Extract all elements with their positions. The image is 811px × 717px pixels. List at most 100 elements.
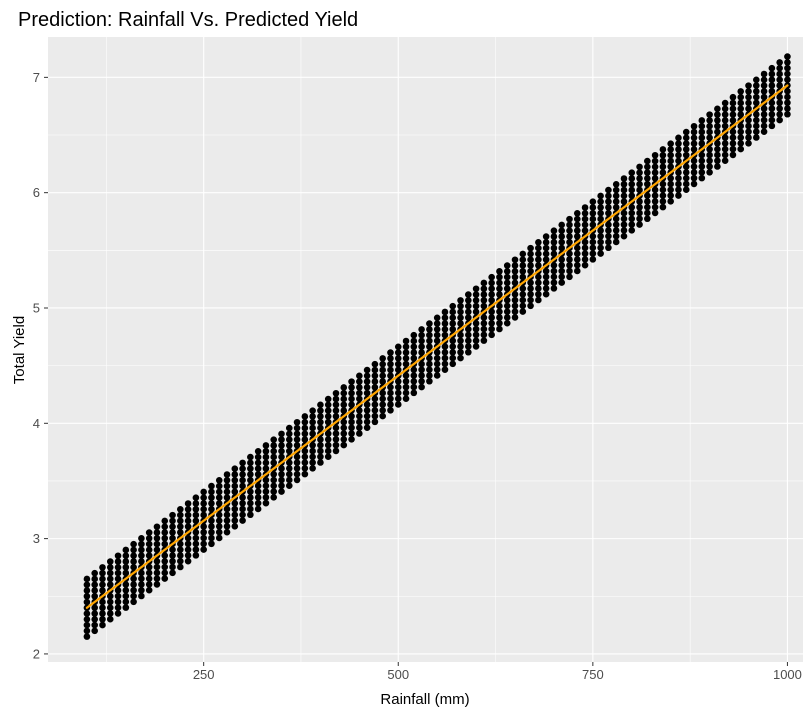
data-point	[706, 111, 713, 118]
data-point	[122, 598, 130, 606]
data-point	[356, 389, 363, 397]
data-point	[472, 337, 480, 344]
data-point	[535, 273, 542, 281]
data-point	[387, 389, 394, 397]
data-point	[340, 395, 348, 403]
data-point	[340, 389, 348, 397]
data-point	[122, 581, 130, 588]
data-point	[394, 366, 402, 374]
data-point	[239, 517, 246, 524]
data-point	[301, 418, 309, 426]
data-point	[356, 424, 363, 432]
data-point	[441, 331, 449, 339]
data-point	[106, 581, 114, 588]
data-point	[675, 174, 682, 182]
data-point	[620, 186, 628, 194]
data-point	[760, 93, 768, 101]
data-point	[114, 598, 122, 606]
data-point	[457, 297, 464, 304]
data-point	[768, 87, 776, 95]
data-point	[426, 354, 433, 362]
data-point	[558, 279, 566, 286]
data-point	[465, 348, 472, 356]
data-point	[332, 441, 340, 449]
data-point	[675, 169, 682, 176]
data-point	[784, 110, 791, 118]
data-point	[379, 378, 386, 385]
data-point	[721, 140, 729, 147]
data-point	[309, 424, 316, 432]
data-point	[239, 505, 246, 513]
data-point	[317, 453, 324, 461]
data-point	[371, 407, 379, 414]
data-point	[488, 273, 495, 281]
data-point	[99, 598, 106, 606]
data-point	[114, 575, 122, 583]
data-point	[324, 441, 332, 449]
data-point	[332, 424, 340, 432]
data-point	[418, 372, 425, 379]
data-point	[130, 546, 137, 554]
data-point	[192, 500, 200, 507]
data-point	[192, 546, 200, 553]
data-point	[99, 615, 106, 623]
data-point	[706, 122, 713, 130]
data-point	[721, 111, 729, 118]
data-point	[247, 488, 254, 495]
data-point	[745, 139, 752, 147]
data-point	[503, 262, 511, 269]
data-point	[293, 465, 301, 472]
data-point	[138, 546, 145, 554]
data-point	[169, 534, 176, 542]
data-point	[83, 627, 91, 635]
data-point	[682, 163, 690, 170]
data-point	[714, 145, 721, 153]
data-point	[426, 331, 433, 339]
data-point	[737, 105, 745, 113]
data-point	[231, 488, 239, 496]
data-point	[379, 355, 386, 362]
data-point	[698, 174, 706, 182]
data-point	[776, 64, 783, 72]
data-point	[573, 261, 581, 269]
data-point	[161, 529, 169, 536]
data-point	[589, 198, 597, 206]
data-point	[394, 360, 402, 368]
data-point	[511, 314, 519, 321]
data-point	[511, 273, 519, 281]
data-point	[605, 204, 612, 211]
data-point	[83, 581, 91, 589]
data-point	[667, 180, 674, 188]
data-point	[597, 215, 604, 223]
data-point	[729, 140, 737, 147]
data-point	[223, 488, 231, 496]
data-point	[363, 378, 371, 385]
data-point	[605, 221, 612, 228]
data-point	[659, 163, 667, 171]
data-point	[449, 354, 457, 362]
data-point	[91, 592, 98, 600]
data-point	[519, 296, 527, 304]
data-point	[535, 256, 542, 263]
data-point	[644, 203, 651, 211]
data-point	[612, 238, 620, 246]
data-point	[208, 494, 215, 501]
data-point	[270, 476, 278, 484]
data-point	[426, 320, 433, 327]
data-point	[698, 134, 706, 142]
data-point	[503, 279, 511, 287]
data-point	[91, 581, 98, 588]
data-point	[231, 482, 239, 490]
y-tick-label: 6	[33, 185, 40, 200]
data-point	[208, 505, 215, 513]
data-point	[589, 238, 597, 246]
data-point	[768, 64, 776, 72]
data-point	[776, 111, 783, 118]
data-point	[215, 534, 223, 542]
data-point	[262, 447, 270, 455]
data-point	[721, 99, 729, 107]
data-point	[379, 395, 386, 403]
x-axis-title: Rainfall (mm)	[380, 691, 469, 708]
data-point	[324, 430, 332, 437]
data-point	[737, 99, 745, 107]
